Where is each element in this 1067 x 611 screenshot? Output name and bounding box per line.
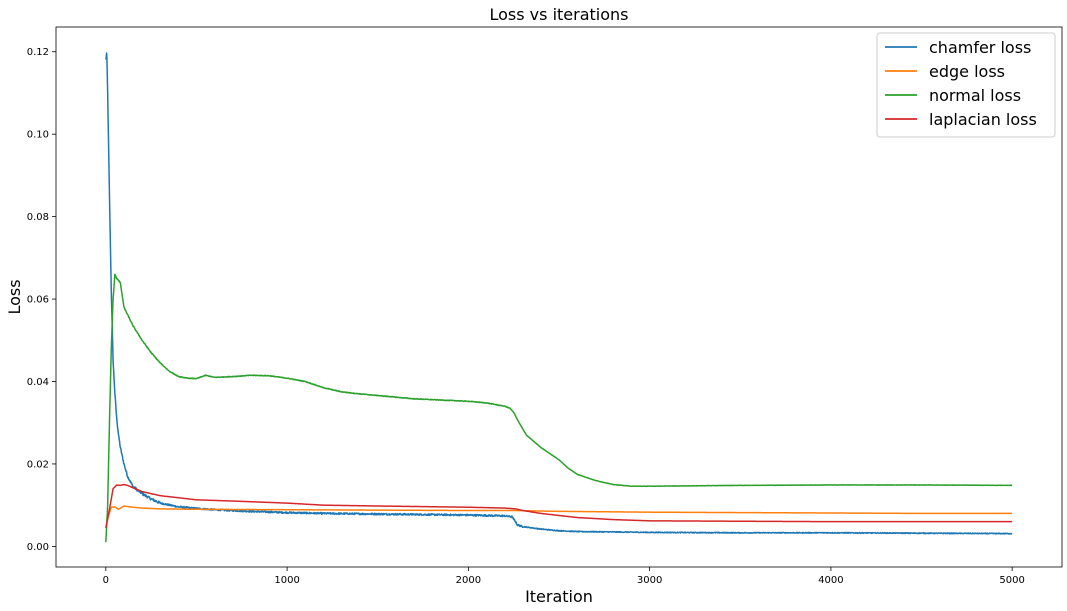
axes-layer (55, 26, 1063, 568)
legend-label-normal-loss: normal loss (929, 86, 1021, 105)
x-axis-ticks: 0 1000 2000 3000 4000 5000 (103, 567, 1025, 586)
legend-box (876, 32, 1056, 138)
legend-label-edge-loss: edge loss (929, 62, 1005, 81)
legend: chamfer loss edge loss normal loss laplacia… (876, 32, 1056, 138)
y-tick-label: 0.12 (27, 47, 49, 58)
y-tick-label: 0.10 (27, 130, 49, 141)
x-tick-label: 5000 (999, 575, 1024, 586)
x-tick-label: 3000 (637, 575, 662, 586)
y-tick-label: 0.06 (27, 295, 49, 306)
y-axis-label: Loss (5, 279, 24, 314)
y-tick-label: 0.04 (27, 377, 49, 388)
x-axis-label: Iteration (525, 587, 593, 606)
x-tick-label: 1000 (274, 575, 299, 586)
legend-label-chamfer-loss: chamfer loss (929, 38, 1031, 57)
legend-label-laplacian-loss: laplacian loss (929, 110, 1037, 129)
y-tick-label: 0.08 (27, 212, 49, 223)
series-line-edge-loss (105, 505, 1013, 529)
x-tick-label: 2000 (456, 575, 481, 586)
chart-title: Loss vs iterations (490, 5, 629, 24)
series-layer (105, 52, 1013, 543)
series-line-chamfer-loss (105, 52, 1013, 535)
x-tick-label: 4000 (818, 575, 843, 586)
y-tick-label: 0.00 (27, 542, 49, 553)
series-line-laplacian-loss (105, 483, 1013, 528)
axes-frame (55, 26, 1063, 568)
y-axis-ticks: 0.00 0.02 0.04 0.06 0.08 0.10 0.12 (27, 47, 56, 553)
y-tick-label: 0.02 (27, 459, 49, 470)
series-line-normal-loss (105, 273, 1013, 543)
x-tick-label: 0 (103, 575, 109, 586)
